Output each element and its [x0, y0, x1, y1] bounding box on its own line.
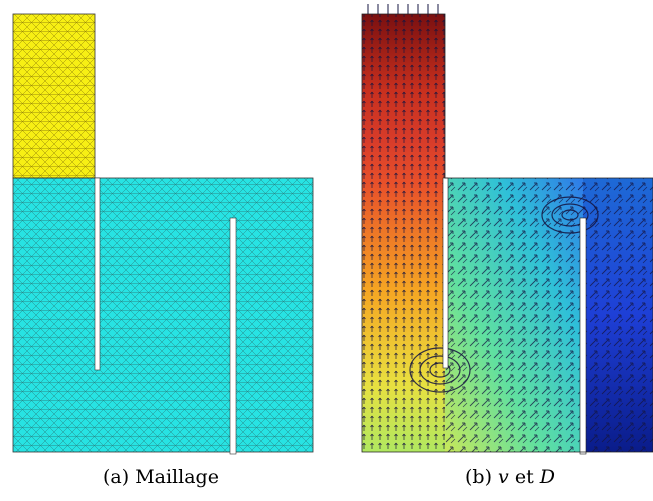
caption-b: (b) v et D [465, 466, 555, 488]
caption-a-tag: (a) [103, 466, 130, 488]
left-baffle [94, 177, 101, 371]
mesh-panel [12, 13, 314, 455]
tank-arrows [445, 178, 653, 452]
domain-outline-b [361, 13, 653, 453]
caption-a: (a) Maillage [103, 466, 219, 488]
inlet-mesh [13, 14, 95, 178]
inlet-arrows [362, 14, 445, 452]
blank-area [445, 0, 653, 178]
caption-b-var1: v [498, 466, 509, 488]
tank-outline [12, 177, 314, 453]
right-baffle-b [579, 217, 587, 455]
vortex-bottom [409, 347, 471, 393]
caption-b-var2: D [539, 466, 555, 488]
caption-b-mid: et [514, 466, 534, 488]
caption-a-text: Maillage [135, 466, 219, 488]
vortex-top [541, 196, 599, 234]
caption-b-tag: (b) [465, 466, 492, 488]
left-baffle-b [442, 177, 449, 369]
right-baffle [229, 217, 237, 455]
inlet-top-arrows [367, 4, 439, 14]
tank-mesh [13, 178, 313, 452]
velocity-panel [361, 0, 653, 455]
